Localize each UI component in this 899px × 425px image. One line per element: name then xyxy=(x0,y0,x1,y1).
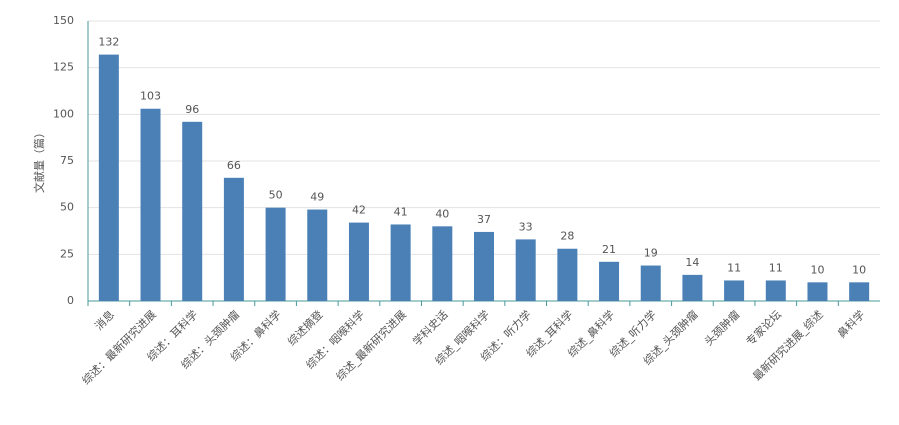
y-tick-label: 150 xyxy=(53,14,74,27)
y-tick-label: 75 xyxy=(60,154,74,167)
bar xyxy=(599,261,620,301)
bar xyxy=(765,280,786,301)
value-label: 132 xyxy=(98,36,119,49)
value-label: 10 xyxy=(852,263,866,276)
value-label: 28 xyxy=(560,230,574,243)
x-tick-label: 专家论坛 xyxy=(743,307,784,348)
value-label: 40 xyxy=(435,207,449,220)
bar xyxy=(849,282,870,301)
x-tick-label: 学科史话 xyxy=(410,307,451,348)
x-tick-label: 头颈肿瘤 xyxy=(701,307,742,348)
value-label: 49 xyxy=(310,191,324,204)
value-label: 21 xyxy=(602,243,616,256)
value-label: 11 xyxy=(769,261,783,274)
bar xyxy=(98,54,119,301)
bar xyxy=(265,207,286,301)
x-tick-label: 鼻科学 xyxy=(834,307,867,340)
x-tick-label: 消息 xyxy=(92,307,117,332)
value-label: 37 xyxy=(477,213,491,226)
y-tick-label: 125 xyxy=(53,61,74,74)
x-tick-label: 综述：最新研究进展 xyxy=(79,307,159,387)
y-tick-label: 25 xyxy=(60,247,74,260)
bar xyxy=(348,222,369,301)
value-label: 33 xyxy=(519,220,533,233)
x-tick-label: 综述摘登 xyxy=(284,307,325,348)
value-label: 66 xyxy=(227,159,241,172)
bar xyxy=(515,239,536,301)
bar xyxy=(807,282,828,301)
bar xyxy=(557,248,578,301)
value-label: 10 xyxy=(810,263,824,276)
bar xyxy=(307,209,328,301)
value-label: 96 xyxy=(185,103,199,116)
bar xyxy=(432,226,453,301)
bar xyxy=(474,231,494,301)
y-tick-label: 100 xyxy=(53,107,74,120)
value-label: 42 xyxy=(352,204,366,217)
value-label: 103 xyxy=(140,90,161,103)
bar xyxy=(390,224,411,301)
value-label: 11 xyxy=(727,261,741,274)
bar xyxy=(182,121,203,301)
bar xyxy=(223,177,244,301)
y-tick-label: 50 xyxy=(60,201,74,214)
value-label: 14 xyxy=(685,256,699,269)
bar xyxy=(140,108,161,301)
x-tick-label: 最新研究进展_综述 xyxy=(750,307,826,383)
value-label: 19 xyxy=(644,247,658,260)
value-label: 50 xyxy=(269,189,283,202)
bar xyxy=(640,265,661,301)
y-tick-label: 0 xyxy=(67,294,74,307)
x-tick-label: 综述_最新研究进展 xyxy=(333,307,409,383)
y-axis-title: 文献量（篇） xyxy=(32,127,46,193)
bar xyxy=(682,274,703,301)
value-label: 41 xyxy=(394,205,408,218)
bar xyxy=(724,280,745,301)
